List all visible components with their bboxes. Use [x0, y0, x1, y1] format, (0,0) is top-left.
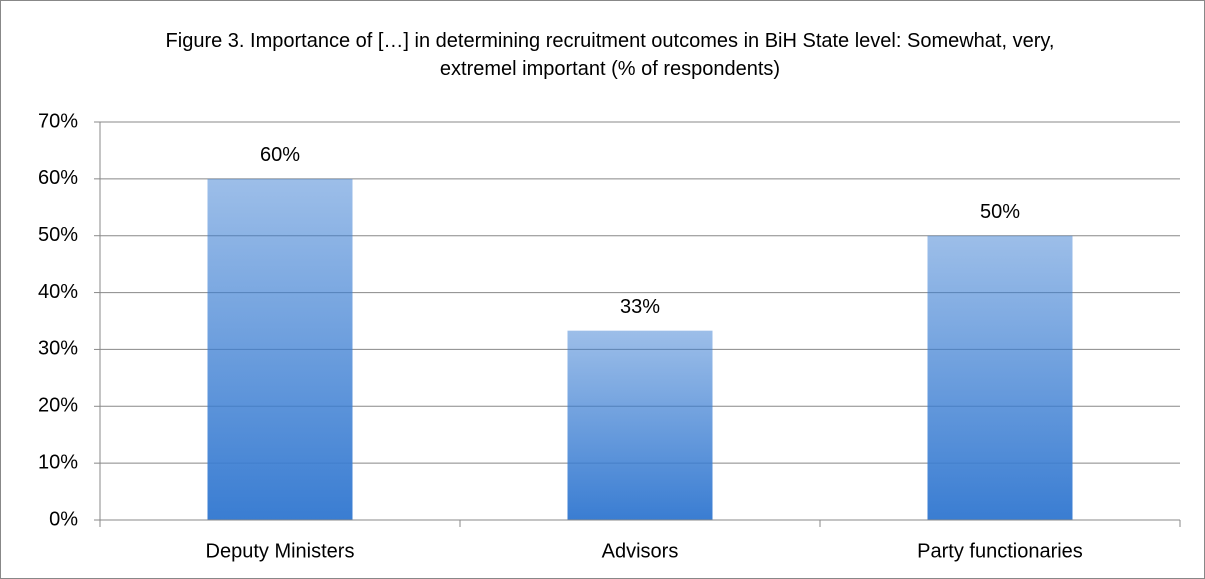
- data-label: 33%: [620, 296, 660, 318]
- bar: [207, 178, 353, 520]
- x-tick-label: Party functionaries: [917, 540, 1083, 562]
- y-tick-label: 20%: [38, 395, 78, 417]
- bar: [567, 330, 713, 520]
- data-label: 50%: [980, 201, 1020, 223]
- y-tick-label: 40%: [38, 281, 78, 303]
- y-tick-label: 30%: [38, 338, 78, 360]
- x-tick-label: Advisors: [602, 540, 679, 562]
- y-tick-label: 10%: [38, 451, 78, 473]
- y-tick-label: 50%: [38, 224, 78, 246]
- y-tick-label: 70%: [38, 110, 78, 132]
- y-tick-label: 60%: [38, 167, 78, 189]
- data-label: 60%: [260, 144, 300, 166]
- y-tick-label: 0%: [49, 508, 78, 530]
- chart-title: Figure 3. Importance of […] in determini…: [165, 30, 1055, 80]
- bar: [927, 235, 1073, 520]
- x-tick-label: Deputy Ministers: [206, 540, 355, 562]
